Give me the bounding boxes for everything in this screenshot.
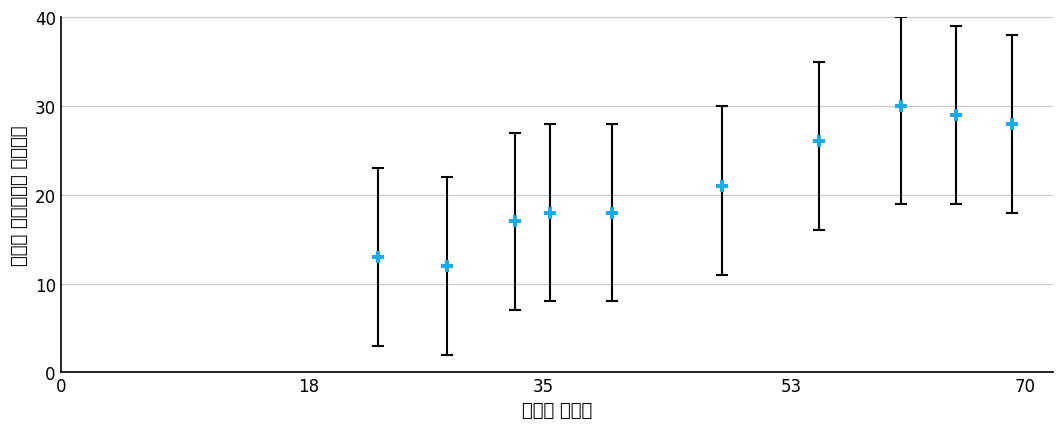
X-axis label: औसत गति: औसत गति bbox=[521, 401, 592, 419]
Point bbox=[948, 112, 965, 119]
Point bbox=[542, 209, 559, 216]
Point bbox=[438, 263, 455, 270]
Point bbox=[810, 139, 827, 146]
Point bbox=[506, 218, 523, 225]
Point bbox=[1003, 121, 1020, 128]
Y-axis label: मील प्रति गैलन: मील प्रति गैलन bbox=[11, 125, 29, 265]
Point bbox=[714, 183, 731, 190]
Point bbox=[369, 254, 386, 261]
Point bbox=[893, 103, 910, 110]
Point bbox=[603, 209, 620, 216]
